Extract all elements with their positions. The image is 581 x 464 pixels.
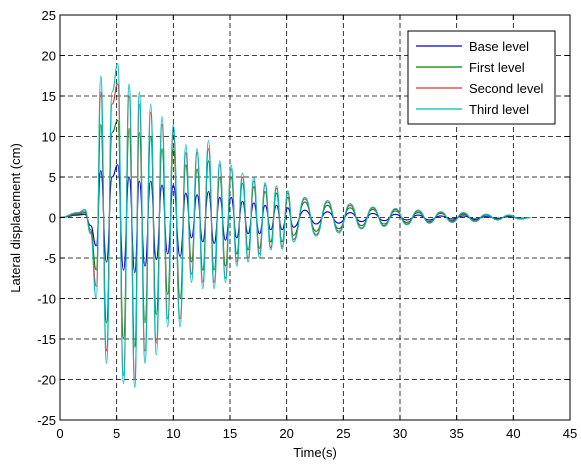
x-axis-ticks: 0 5 10 15 20 25 30 35 40 45 (56, 15, 577, 441)
x-tick-label: 35 (449, 426, 463, 441)
y-tick-label: 5 (49, 170, 56, 185)
series-line-third-level (59, 63, 531, 389)
y-tick-label: -5 (44, 251, 56, 266)
y-tick-label: 25 (42, 8, 56, 23)
x-axis-title: Time(s) (293, 445, 337, 460)
y-tick-label: -10 (37, 292, 56, 307)
x-tick-label: 20 (279, 426, 293, 441)
y-axis-ticks: -25 -20 -15 -10 -5 0 5 10 15 20 25 (37, 8, 570, 428)
y-tick-label: 0 (49, 211, 56, 226)
y-tick-label: 10 (42, 130, 56, 145)
y-tick-label: 15 (42, 89, 56, 104)
legend-label: Second level (469, 81, 544, 96)
y-tick-label: -15 (37, 332, 56, 347)
y-tick-label: -20 (37, 373, 56, 388)
x-tick-label: 0 (56, 426, 63, 441)
legend: Base level First level Second level Third l… (407, 30, 556, 125)
y-axis-title: Lateral displacement (cm) (8, 143, 23, 293)
x-tick-label: 40 (506, 426, 520, 441)
legend-label: Base level (469, 39, 529, 54)
x-tick-label: 30 (393, 426, 407, 441)
series-lines (59, 63, 531, 389)
x-tick-label: 25 (336, 426, 350, 441)
legend-label: First level (469, 60, 525, 75)
x-tick-label: 10 (166, 426, 180, 441)
x-tick-label: 15 (223, 426, 237, 441)
legend-label: Third level (469, 102, 529, 117)
legend-items: Base level First level Second level Third l… (416, 39, 544, 117)
x-tick-label: 45 (563, 426, 577, 441)
x-tick-label: 5 (113, 426, 120, 441)
y-tick-label: 20 (42, 49, 56, 64)
y-tick-label: -25 (37, 413, 56, 428)
